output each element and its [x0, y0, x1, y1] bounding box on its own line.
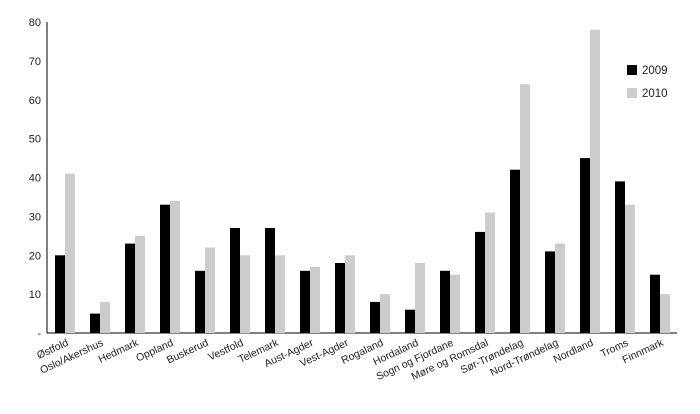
category-labels: ØstfoldOslo/AkershusHedmarkOpplandBusker… — [35, 337, 666, 383]
bar-2010-buskerud — [205, 247, 215, 333]
legend-label-2009: 2009 — [642, 65, 668, 77]
legend-swatch-2010 — [627, 88, 637, 98]
legend: 2009 2010 — [627, 65, 668, 100]
bar-2010-sogn-og-fjordane — [450, 274, 460, 333]
bar-2010-aust-agder — [310, 266, 320, 333]
category-label: Finnmark — [621, 337, 666, 367]
bars — [55, 29, 670, 334]
bar-2010-hordaland — [415, 263, 425, 333]
bar-2010-troms — [625, 204, 635, 333]
y-tick-label: 40 — [29, 173, 41, 185]
bar-2010-hedmark — [135, 235, 145, 333]
bar-2010-møre-og-romsdal — [485, 212, 495, 333]
bar-2010-sør-trøndelag — [520, 84, 530, 333]
bar-2010-vest-agder — [345, 255, 355, 334]
y-tick-labels: - 10 20 30 40 50 60 70 80 — [29, 17, 42, 340]
category-label: Hedmark — [97, 337, 141, 366]
bar-2009-sogn-og-fjordane — [440, 270, 450, 333]
bar-2009-nord-trøndelag — [545, 251, 555, 333]
bar-2010-oslo-akershus — [100, 301, 110, 333]
category-label: Nordland — [552, 337, 596, 366]
bar-2009-rogaland — [370, 301, 380, 333]
bar-2009-buskerud — [195, 270, 205, 333]
bar-2009-oppland — [160, 204, 170, 333]
bar-2009-oslo-akershus — [90, 313, 100, 333]
y-tick-label: 70 — [29, 56, 41, 68]
bar-2009-sør-trøndelag — [510, 169, 520, 333]
y-tick-label: 60 — [29, 95, 41, 107]
bar-2009-østfold — [55, 255, 65, 334]
bar-2009-hordaland — [405, 309, 415, 333]
bar-2010-vestfold — [240, 255, 250, 334]
bar-2009-troms — [615, 181, 625, 333]
bar-2010-oppland — [170, 200, 180, 333]
y-tick-label: 30 — [29, 211, 41, 223]
bar-2010-telemark — [275, 255, 285, 334]
bar-2010-rogaland — [380, 294, 390, 333]
y-tick-label: 20 — [29, 250, 41, 262]
bar-2009-nordland — [580, 158, 590, 333]
bar-2009-aust-agder — [300, 270, 310, 333]
bar-2010-østfold — [65, 173, 75, 333]
bar-2009-møre-og-romsdal — [475, 231, 485, 333]
bar-2010-nord-trøndelag — [555, 243, 565, 333]
bar-2009-hedmark — [125, 243, 135, 333]
y-tick-label: - — [37, 328, 41, 340]
y-tick-label: 80 — [29, 17, 41, 29]
bar-2010-nordland — [590, 29, 600, 334]
bar-2009-vest-agder — [335, 263, 345, 333]
legend-swatch-2009 — [627, 65, 637, 75]
bar-2009-finnmark — [650, 274, 660, 333]
bar-2010-finnmark — [660, 294, 670, 333]
y-tick-label: 50 — [29, 134, 41, 146]
bar-2009-vestfold — [230, 228, 240, 333]
legend-label-2010: 2010 — [642, 88, 668, 100]
bar-2009-telemark — [265, 228, 275, 333]
y-tick-label: 10 — [29, 289, 41, 301]
